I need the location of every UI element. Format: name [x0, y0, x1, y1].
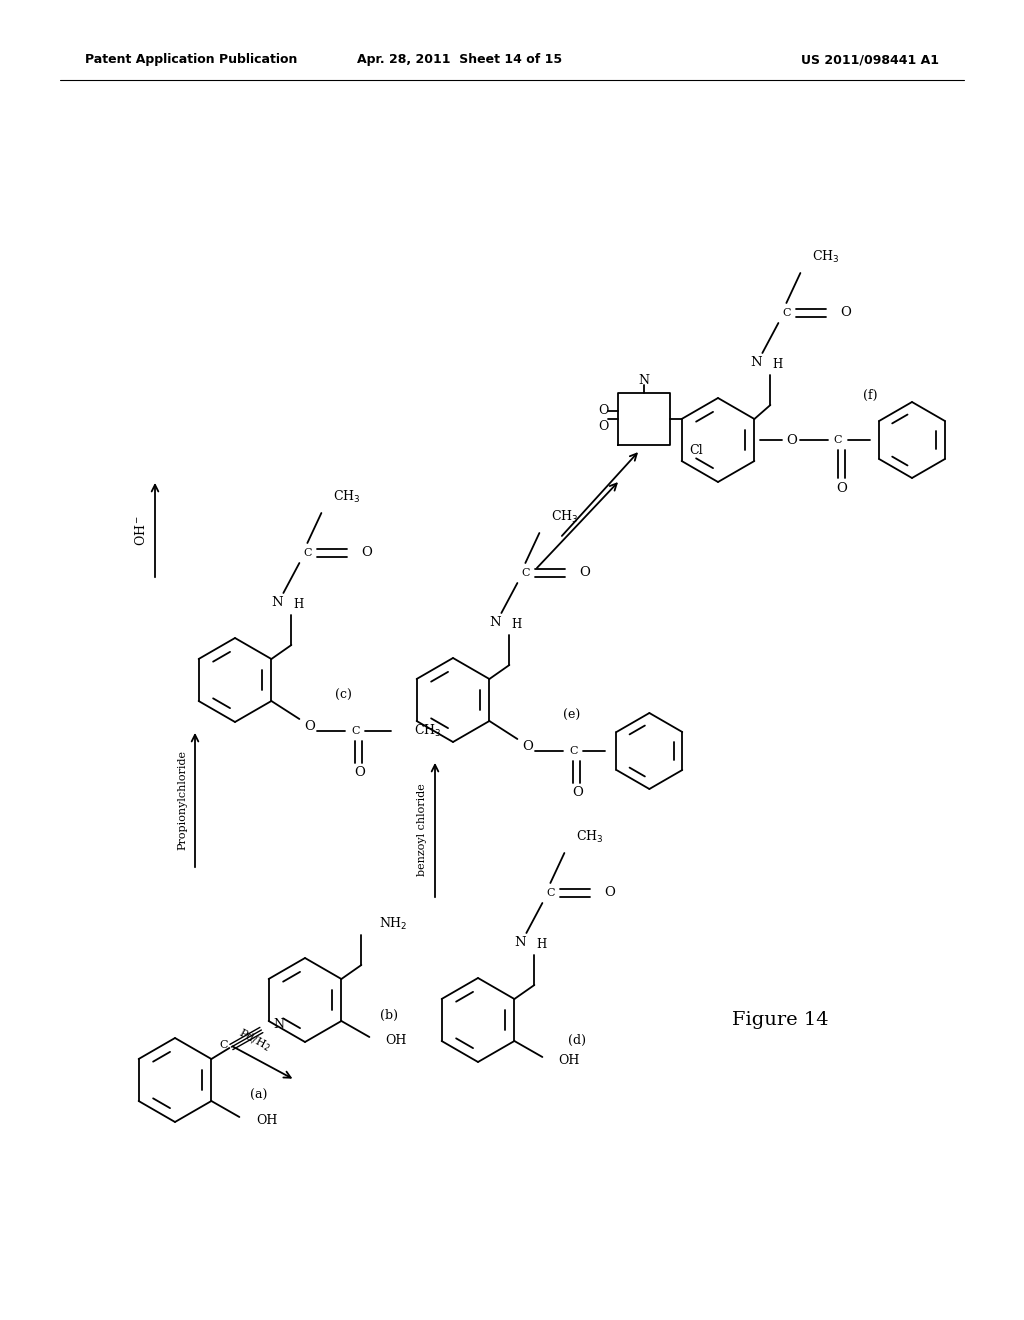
Text: H: H	[511, 619, 521, 631]
Text: CH$_3$: CH$_3$	[334, 488, 360, 506]
Text: OH$^-$: OH$^-$	[134, 515, 148, 545]
Text: O: O	[841, 306, 851, 319]
Text: N: N	[271, 597, 284, 610]
Text: OH: OH	[558, 1055, 580, 1068]
Text: (c): (c)	[335, 689, 352, 701]
Text: O: O	[837, 482, 848, 495]
Text: US 2011/098441 A1: US 2011/098441 A1	[801, 54, 939, 66]
Text: H: H	[772, 359, 782, 371]
Text: OH: OH	[256, 1114, 278, 1127]
Text: CH$_3$: CH$_3$	[577, 829, 604, 845]
Text: N: N	[638, 375, 649, 388]
Text: Patent Application Publication: Patent Application Publication	[85, 54, 297, 66]
Text: C: C	[569, 746, 578, 756]
Text: Cl: Cl	[689, 444, 703, 457]
Text: C: C	[303, 548, 311, 558]
Text: O: O	[580, 566, 590, 579]
Text: CH$_3$: CH$_3$	[415, 723, 441, 739]
Text: N: N	[751, 356, 763, 370]
Text: C: C	[834, 436, 843, 445]
Text: NH$_2$: NH$_2$	[379, 916, 408, 932]
Text: H: H	[537, 939, 547, 952]
Text: O: O	[604, 887, 615, 899]
Text: O: O	[598, 404, 609, 417]
Text: O: O	[304, 721, 314, 734]
Text: OH: OH	[385, 1035, 407, 1048]
Text: N: N	[489, 616, 502, 630]
Text: O: O	[598, 421, 609, 433]
Text: C: C	[782, 308, 791, 318]
Text: O: O	[354, 767, 365, 780]
Text: N: N	[273, 1018, 285, 1031]
Text: O: O	[361, 546, 373, 560]
Text: CH$_3$: CH$_3$	[551, 510, 579, 525]
Text: Apr. 28, 2011  Sheet 14 of 15: Apr. 28, 2011 Sheet 14 of 15	[357, 54, 562, 66]
Text: Figure 14: Figure 14	[732, 1011, 828, 1030]
Text: C: C	[521, 568, 529, 578]
Text: C: C	[546, 888, 555, 898]
Text: O: O	[786, 433, 798, 446]
Text: (b): (b)	[380, 1008, 398, 1022]
Text: Propionylchloride: Propionylchloride	[177, 750, 187, 850]
Text: Pd/H$_2$: Pd/H$_2$	[237, 1027, 272, 1055]
Text: (a): (a)	[250, 1089, 267, 1101]
Text: C: C	[351, 726, 359, 737]
Text: N: N	[515, 936, 526, 949]
Text: C: C	[219, 1040, 227, 1049]
Text: H: H	[293, 598, 304, 611]
Text: (e): (e)	[563, 709, 581, 722]
Text: benzoyl chloride: benzoyl chloride	[417, 784, 427, 876]
Text: (f): (f)	[863, 388, 878, 401]
Text: O: O	[522, 741, 532, 754]
Text: (d): (d)	[568, 1034, 586, 1047]
Text: O: O	[572, 787, 583, 800]
Text: CH$_3$: CH$_3$	[812, 249, 840, 265]
